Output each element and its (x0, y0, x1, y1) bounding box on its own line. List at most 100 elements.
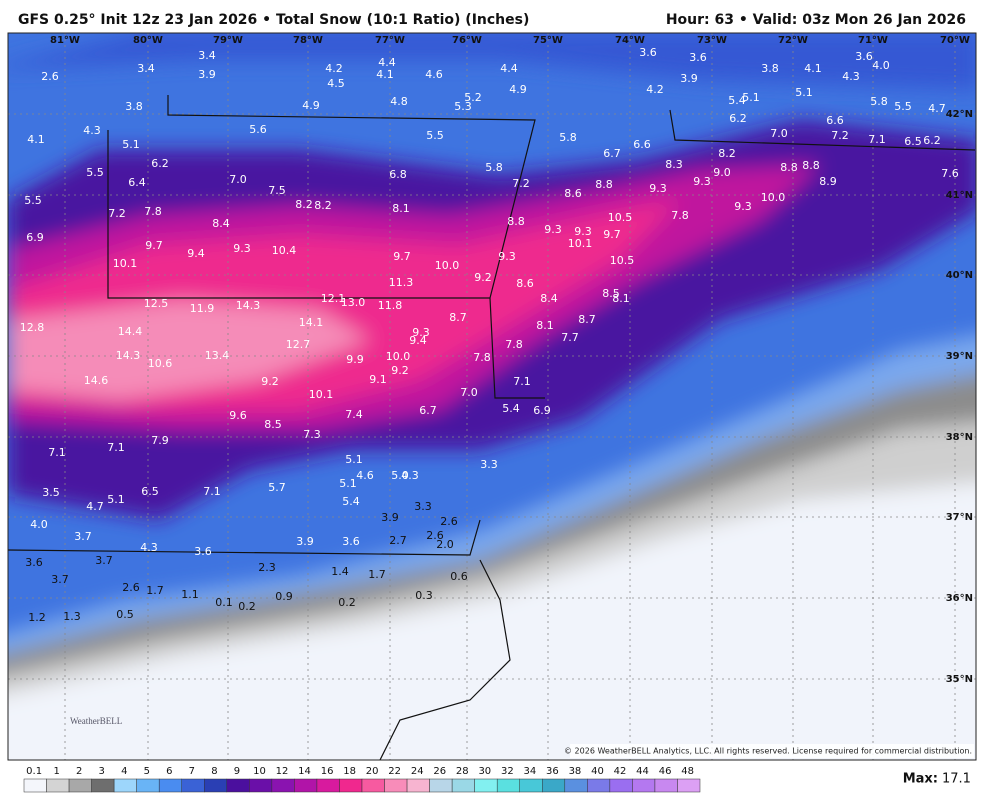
snow-label: 8.8 (595, 178, 613, 191)
snow-label: 3.9 (198, 68, 216, 81)
snow-label: 5.5 (426, 129, 444, 142)
colorbar-label: 4 (121, 766, 127, 777)
snow-label: 10.1 (568, 237, 593, 250)
lat-label: 35°N (946, 674, 973, 685)
snow-label: 12.1 (321, 292, 346, 305)
colorbar-swatch (587, 778, 611, 793)
snow-label: 7.2 (831, 129, 849, 142)
colorbar-swatch (542, 778, 566, 793)
snow-label: 3.6 (25, 556, 43, 569)
snow-label: 4.4 (500, 62, 518, 75)
snow-label: 5.8 (870, 95, 888, 108)
snow-label: 8.4 (540, 292, 558, 305)
snow-label: 2.7 (389, 534, 407, 547)
lat-label: 36°N (946, 593, 973, 604)
snow-label: 9.7 (603, 228, 621, 241)
colorbar-label: 16 (321, 766, 334, 777)
snow-label: 8.9 (819, 175, 837, 188)
snow-label: 6.6 (633, 138, 651, 151)
snow-label: 4.1 (804, 62, 822, 75)
snow-label: 10.5 (608, 211, 633, 224)
colorbar-label: 24 (411, 766, 424, 777)
snow-label: 8.8 (780, 161, 798, 174)
colorbar-swatch (226, 778, 250, 793)
colorbar-label: 48 (681, 766, 694, 777)
lon-label: 77°W (375, 35, 405, 46)
snow-label: 7.1 (48, 446, 66, 459)
colorbar-label: 26 (433, 766, 446, 777)
snow-label: 9.3 (574, 225, 592, 238)
colorbar-label: 1 (53, 766, 59, 777)
snow-label: 2.3 (258, 561, 276, 574)
snow-label: 8.1 (536, 319, 554, 332)
snow-label: 7.0 (229, 173, 247, 186)
colorbar-label: 28 (456, 766, 469, 777)
snow-label: 9.3 (693, 175, 711, 188)
snow-label: 5.1 (339, 477, 357, 490)
snow-label: 5.3 (454, 100, 472, 113)
snow-label: 7.8 (671, 209, 689, 222)
colorbar-swatch (294, 778, 318, 793)
snow-label: 10.4 (272, 244, 297, 257)
snow-label: 11.9 (190, 302, 215, 315)
snow-label: 10.5 (610, 254, 635, 267)
snow-label: 6.2 (729, 112, 747, 125)
snow-label: 8.1 (392, 202, 410, 215)
snow-label: 0.2 (338, 596, 356, 609)
colorbar-swatch (654, 778, 678, 793)
colorbar-label: 40 (591, 766, 604, 777)
snow-label: 7.7 (561, 331, 579, 344)
snow-label: 6.9 (533, 404, 551, 417)
snow-label: 4.3 (842, 70, 860, 83)
borders (8, 95, 976, 760)
colorbar-label: 7 (189, 766, 195, 777)
lon-label: 74°W (615, 35, 645, 46)
snow-label: 8.7 (578, 313, 596, 326)
snow-label: 9.7 (393, 250, 411, 263)
colorbar-swatch (361, 778, 385, 793)
colorbar-label: 3 (99, 766, 105, 777)
colorbar-swatch (406, 778, 430, 793)
snow-label: 1.2 (28, 611, 46, 624)
snow-label: 1.3 (63, 610, 81, 623)
colorbar-label: 10 (253, 766, 266, 777)
snow-label: 1.4 (331, 565, 349, 578)
colorbar-label: 36 (546, 766, 559, 777)
snow-label: 6.5 (141, 485, 159, 498)
colorbar-label: 32 (501, 766, 514, 777)
snow-label: 7.1 (107, 441, 125, 454)
snow-label: 1.1 (181, 588, 199, 601)
snow-label: 5.7 (268, 481, 286, 494)
max-label: Max: (903, 772, 938, 787)
snow-label: 4.3 (401, 469, 419, 482)
colorbar-swatch (249, 778, 273, 793)
snow-label: 10.0 (761, 191, 786, 204)
colorbar-label: 44 (636, 766, 649, 777)
lat-label: 41°N (946, 190, 973, 201)
snow-label: 8.2 (314, 199, 332, 212)
snow-label: 7.5 (268, 184, 286, 197)
snow-label: 8.8 (507, 215, 525, 228)
snow-label: 7.2 (512, 177, 530, 190)
colorbar-label: 0.1 (26, 766, 42, 777)
colorbar-label: 22 (388, 766, 401, 777)
colorbar-label: 18 (343, 766, 356, 777)
snow-label: 8.6 (516, 277, 534, 290)
snow-label: 6.4 (128, 176, 146, 189)
max-value: 17.1 (942, 772, 971, 787)
snow-label: 9.0 (713, 166, 731, 179)
snow-label: 9.3 (734, 200, 752, 213)
snow-label: 5.8 (485, 161, 503, 174)
snow-label: 0.2 (238, 600, 256, 613)
title-text: GFS 0.25° Init 12z 23 Jan 2026 • Total S… (18, 12, 530, 28)
snow-label: 5.1 (122, 138, 140, 151)
snow-label: 5.1 (742, 91, 760, 104)
lon-label: 71°W (858, 35, 888, 46)
snow-label: 5.1 (345, 453, 363, 466)
header-valid: Hour: 63 • Valid: 03z Mon 26 Jan 2026 (666, 12, 966, 28)
snow-label: 3.4 (198, 49, 216, 62)
snow-label: 7.9 (151, 434, 169, 447)
snow-label: 9.3 (544, 223, 562, 236)
